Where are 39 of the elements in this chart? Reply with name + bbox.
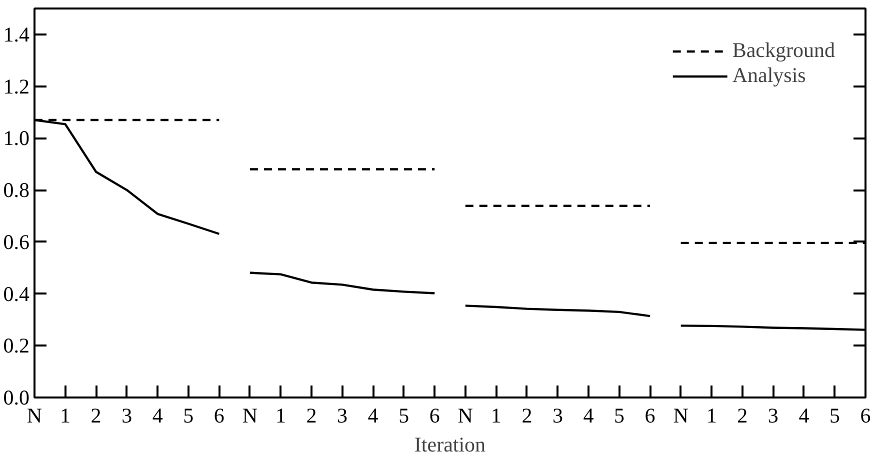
x-tick-label: 4 (798, 404, 810, 428)
x-tick-label: 4 (583, 404, 594, 428)
x-axis-title: Iteration (414, 432, 486, 456)
x-tick-label: 4 (368, 404, 379, 428)
x-tick-label: 2 (737, 404, 748, 428)
y-tick-label: 0.8 (3, 178, 30, 202)
x-tick-label: 1 (706, 404, 717, 428)
y-tick-label: 0.2 (3, 334, 30, 358)
x-tick-label: 6 (429, 404, 440, 428)
x-tick-label: 5 (183, 404, 194, 428)
y-tick-label: 1.2 (3, 74, 30, 98)
x-tick-label: 5 (614, 404, 625, 428)
y-tick-label: 1.0 (3, 126, 30, 150)
legend-label: Background (732, 38, 835, 63)
x-tick-label: N (673, 404, 688, 428)
x-tick-label: 1 (490, 404, 502, 428)
x-tick-label: N (26, 404, 42, 428)
x-tick-label: 1 (275, 404, 286, 428)
x-tick-label: N (242, 404, 258, 428)
legend-label: Analysis (732, 63, 806, 88)
x-tick-label: N (458, 404, 473, 428)
x-tick-label: 2 (522, 404, 532, 428)
x-tick-label: 5 (829, 404, 840, 428)
x-tick-label: 2 (90, 404, 102, 428)
x-tick-label: 6 (214, 404, 224, 428)
y-tick-label: 0.6 (3, 230, 30, 254)
x-tick-label: 5 (398, 404, 410, 428)
x-tick-label: 1 (60, 404, 71, 428)
x-tick-label: 3 (122, 404, 132, 428)
y-tick-label: 0.4 (3, 282, 30, 306)
x-tick-label: 2 (306, 404, 317, 428)
y-tick-label: 0.0 (3, 386, 30, 410)
x-tick-label: 3 (768, 404, 778, 428)
y-tick-label: 1.4 (3, 22, 30, 46)
x-tick-label: 3 (552, 404, 563, 428)
x-tick-label: 6 (644, 404, 656, 428)
x-tick-label: 4 (152, 404, 164, 428)
x-tick-label: 3 (337, 404, 348, 428)
x-tick-label: 6 (860, 404, 871, 428)
